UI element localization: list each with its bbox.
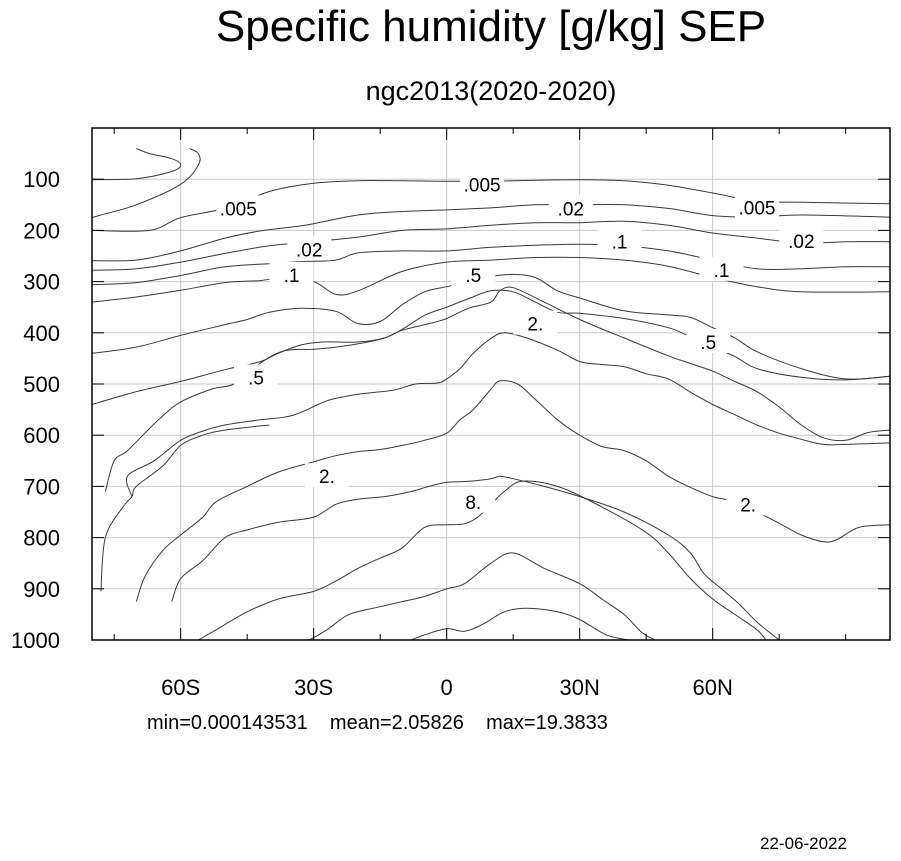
chart-subtitle: ngc2013(2020-2020)	[365, 76, 617, 106]
chart-title: Specific humidity [g/kg] SEP	[215, 2, 767, 51]
contour-label-bg	[726, 491, 771, 516]
x-tick-label: 60N	[692, 675, 732, 700]
contour-label: .5	[686, 329, 731, 354]
y-tick-label: 900	[23, 577, 60, 602]
contour-label-text: .02	[558, 199, 584, 220]
contour-line	[91, 289, 891, 405]
contour-line	[198, 480, 767, 641]
contour-label-bg	[451, 261, 496, 286]
contour-label-text: .005	[464, 175, 501, 196]
contour-line	[411, 607, 629, 641]
contour-label: .02	[548, 195, 593, 220]
contour-line	[91, 148, 201, 219]
y-tick-label: 1000	[11, 628, 60, 653]
contour-label-text: .5	[248, 368, 264, 389]
contour-label: .5	[451, 261, 496, 287]
contour-label-text: .02	[788, 232, 814, 253]
contour-line	[100, 424, 270, 592]
contour-label: 8.	[451, 488, 496, 514]
contour-label-text: .02	[296, 240, 322, 261]
contour-label-text: .5	[465, 266, 481, 287]
contour-labels: .005 .02 .1 .005 .02 .1 .5 2. .005 .02 .1 .5 .5 2. 8. 2…	[216, 171, 824, 516]
contour-line	[91, 273, 891, 380]
y-tick-label: 100	[23, 167, 60, 192]
contour-label: 2.	[726, 491, 771, 516]
contour-label-text: .1	[714, 261, 730, 282]
contour-label-text: 8.	[465, 493, 481, 514]
contour-label-bg	[460, 171, 505, 196]
contour-label-text: .005	[739, 198, 776, 219]
contour-line	[91, 220, 891, 271]
y-tick-label: 700	[23, 474, 60, 499]
contour-label-bg	[287, 236, 332, 261]
axis-ticks	[92, 128, 890, 641]
y-tick-label: 500	[23, 372, 60, 397]
plot-date: 22-06-2022	[760, 834, 847, 853]
contour-label-text: .5	[700, 333, 716, 354]
contour-label-text: 2.	[319, 467, 335, 488]
contour-line	[171, 475, 780, 641]
contour-label: 2.	[304, 463, 349, 488]
contour-label-bg	[779, 228, 824, 253]
contour-label-bg	[548, 195, 593, 220]
contour-label: .1	[699, 256, 744, 282]
contour-line	[126, 332, 891, 497]
y-tick-label: 300	[23, 270, 60, 295]
contour-line	[91, 243, 891, 286]
contour-label-text: .1	[284, 266, 300, 287]
x-tick-label: 30N	[559, 675, 599, 700]
contour-line	[91, 148, 182, 181]
contour-label: .1	[597, 228, 642, 254]
contour-label: .02	[287, 236, 332, 261]
contour-line	[104, 286, 891, 492]
contour-label-text: .005	[220, 199, 257, 220]
y-tick-label: 200	[23, 218, 60, 243]
contour-label: .005	[735, 194, 779, 219]
contour-label-bg	[269, 261, 314, 286]
x-axis-tick-labels: 60S 30S 0 30N 60N	[161, 675, 733, 700]
contour-label-bg	[686, 329, 731, 354]
y-axis-tick-labels: 100 200 300 400 500 600 700 800 900 1000	[11, 167, 60, 653]
contour-label-bg	[735, 194, 779, 219]
contour-label-bg	[234, 364, 279, 389]
contour-line	[91, 204, 891, 262]
contour-label-bg	[597, 228, 642, 253]
contour-label: .005	[216, 195, 261, 220]
contour-label: .02	[779, 228, 824, 253]
contour-line	[308, 552, 656, 641]
contour-label: .1	[269, 261, 314, 287]
x-tick-label: 30S	[294, 675, 333, 700]
contour-label-text: 2.	[740, 495, 756, 516]
contour-label-text: .1	[612, 233, 628, 254]
contour-label-text: 2.	[527, 315, 543, 336]
contour-lines	[91, 148, 891, 641]
contour-label: .5	[234, 364, 279, 389]
contour-line	[135, 380, 891, 602]
y-tick-label: 600	[23, 423, 60, 448]
x-tick-label: 60S	[161, 675, 200, 700]
contour-label-bg	[216, 195, 261, 220]
statistics-summary: min=0.000143531 mean=2.05826 max=19.3833	[147, 712, 608, 734]
x-tick-label: 0	[441, 675, 453, 700]
contour-label: .005	[460, 171, 505, 196]
y-tick-label: 800	[23, 526, 60, 551]
contour-label-bg	[304, 463, 349, 488]
contour-label: 2.	[513, 310, 558, 336]
y-tick-label: 400	[23, 321, 60, 346]
contour-label-bg	[699, 256, 744, 281]
contour-label-bg	[451, 488, 496, 513]
contour-label-bg	[513, 310, 558, 335]
